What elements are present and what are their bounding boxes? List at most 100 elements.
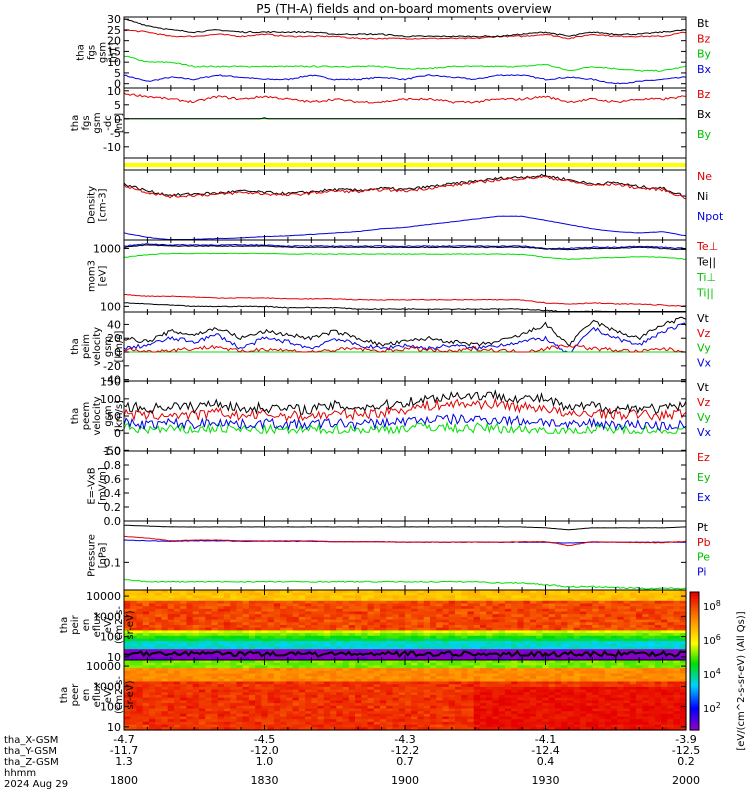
spectrogram-cell (636, 713, 643, 718)
spectrogram-cell (180, 641, 187, 645)
spectrogram-cell (373, 684, 381, 688)
spectrogram-cell (598, 592, 606, 596)
spectrogram-cell (174, 630, 181, 634)
spectrogram-cell (529, 686, 537, 691)
spectrogram-cell (654, 600, 662, 605)
spectrogram-cell (267, 692, 275, 696)
spectrogram-cell (498, 703, 506, 707)
spectrogram-cell (667, 665, 675, 669)
spectrogram-cell (223, 641, 231, 645)
spectrogram-cell (679, 703, 687, 707)
spectrogram-cell (230, 678, 237, 683)
spectrogram-cell (298, 592, 306, 596)
spectrogram-cell (523, 649, 531, 653)
spectrogram-cell (586, 633, 593, 637)
spectrogram-cell (180, 686, 187, 691)
legend-label: Pi (697, 565, 706, 578)
spectrogram-cell (223, 689, 231, 693)
spectrogram-cell (174, 633, 181, 637)
spectrogram-cell (455, 638, 462, 642)
spectrogram-cell (380, 630, 387, 634)
spectrogram-cell (629, 660, 637, 664)
spectrogram-cell (573, 608, 581, 613)
spectrogram-cell (486, 649, 493, 653)
spectrogram-cell (411, 668, 418, 672)
spectrogram-cell (273, 633, 281, 637)
spectrogram-cell (636, 635, 643, 640)
spectrogram-cell (223, 630, 231, 634)
spectrogram-cell (430, 681, 437, 685)
spectrogram-cell (411, 608, 418, 613)
spectrogram-cell (273, 681, 281, 685)
spectrogram-cell (473, 692, 481, 696)
spectrogram-cell (336, 668, 344, 672)
spectrogram-cell (517, 708, 525, 712)
spectrogram-cell (330, 595, 337, 599)
spectrogram-cell (242, 700, 250, 704)
spectrogram-cell (255, 611, 262, 615)
spectrogram-cell (336, 646, 344, 650)
spectrogram-cell (149, 646, 156, 650)
spectrogram-cell (342, 665, 350, 669)
spectrogram-cell (373, 703, 381, 707)
spectrogram-cell (455, 614, 462, 618)
spectrogram-cell (336, 598, 344, 602)
spectrogram-cell (305, 622, 312, 626)
spectrogram-cell (230, 616, 237, 621)
spectrogram-cell (336, 692, 344, 696)
spectrogram-cell (617, 660, 625, 664)
spectrogram-cell (305, 665, 312, 669)
spectrogram-cell (167, 649, 175, 653)
spectrogram-cell (230, 603, 237, 607)
spectrogram-cell (255, 689, 262, 693)
spectrogram-cell (280, 622, 287, 626)
spectrogram-cell (554, 684, 562, 688)
spectrogram-cell (479, 670, 487, 675)
spectrogram-cell (273, 641, 281, 645)
spectrogram-cell (298, 654, 306, 658)
spectrogram-cell (161, 598, 169, 602)
spectrogram-cell (529, 689, 537, 693)
spectrogram-cell (342, 646, 350, 650)
series-vt (123, 316, 687, 347)
spectrogram-cell (386, 622, 394, 626)
spectrogram-cell (604, 649, 612, 653)
spectrogram-cell (442, 662, 450, 666)
spectrogram-cell (380, 654, 387, 658)
spectrogram-cell (267, 614, 275, 618)
spectrogram-cell (517, 619, 525, 623)
spectrogram-cell (386, 676, 394, 680)
spectrogram-cell (586, 616, 593, 621)
spectrogram-cell (573, 668, 581, 672)
spectrogram-cell (323, 595, 331, 599)
spectrogram-cell (473, 695, 481, 699)
spectrogram-cell (142, 676, 150, 680)
legend-label: Ti⊥ (696, 271, 716, 284)
y-tick-label: 100 (100, 393, 121, 406)
y-tick-label: -20 (103, 360, 121, 373)
spectrogram-cell (398, 638, 406, 642)
spectrogram-cell (398, 665, 406, 669)
spectrogram-cell (598, 622, 606, 626)
spectrogram-cell (504, 697, 512, 701)
spectrogram-cell (273, 635, 281, 640)
spectrogram-cell (124, 641, 131, 645)
spectrogram-cell (492, 641, 500, 645)
spectrogram-cell (467, 595, 475, 599)
spectrogram-cell (592, 598, 600, 602)
spectrogram-cell (386, 708, 394, 712)
spectrogram-cell (504, 711, 512, 715)
spectrogram-cell (523, 703, 531, 707)
spectrogram-cell (149, 611, 156, 615)
spectrogram-cell (380, 700, 387, 704)
spectrogram-cell (236, 654, 244, 658)
spectrogram-cell (217, 606, 225, 610)
spectrogram-cell (342, 673, 350, 677)
spectrogram-cell (142, 657, 150, 661)
spectrogram-cell (492, 681, 500, 685)
spectrogram-cell (504, 619, 512, 623)
spectrogram-cell (636, 638, 643, 642)
spectrogram-cell (161, 654, 169, 658)
